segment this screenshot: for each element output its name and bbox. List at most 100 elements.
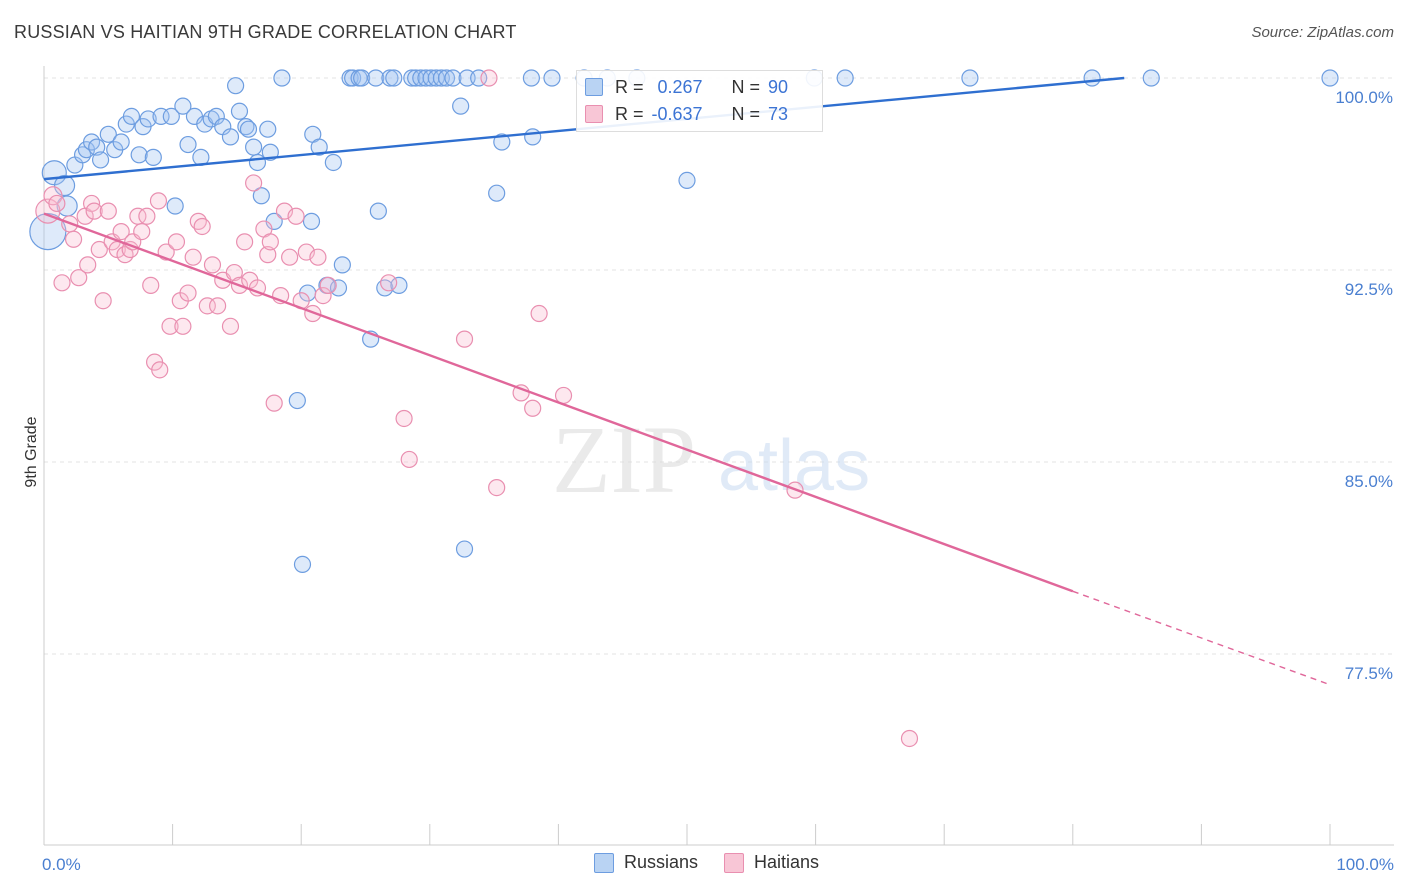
haitians-point — [112, 223, 130, 241]
russians-point — [179, 135, 197, 154]
russians-point — [99, 125, 117, 143]
haitians-point — [161, 317, 179, 335]
russians-point — [390, 276, 408, 294]
russians-point — [381, 69, 399, 87]
russians-point — [543, 69, 561, 87]
haitians-point — [236, 233, 254, 251]
haitians-point — [524, 399, 542, 417]
haitians-point — [281, 248, 299, 266]
haitians-point — [221, 317, 240, 335]
russians-point — [245, 138, 263, 156]
legend-item-russians[interactable]: Russians — [594, 852, 698, 873]
russians-point — [493, 133, 511, 151]
haitians-point — [455, 330, 474, 348]
russians-point — [230, 102, 249, 120]
y-tick-label: 77.5% — [1345, 664, 1393, 683]
haitians-point — [167, 233, 186, 251]
haitians-point — [179, 284, 197, 302]
haitians-point — [225, 263, 243, 282]
y-tick-label: 100.0% — [1335, 88, 1393, 107]
y-tick-label: 85.0% — [1345, 472, 1393, 491]
russians-point — [488, 184, 506, 202]
legend-item-haitians[interactable]: Haitians — [724, 852, 819, 873]
haitians-point — [309, 248, 327, 266]
haitians-point — [261, 233, 279, 251]
russians-point — [310, 138, 328, 156]
watermark-atlas: atlas — [718, 426, 870, 506]
r-label: R = — [615, 76, 644, 97]
haitians-point — [203, 256, 222, 274]
haitians-point — [90, 240, 108, 259]
russians-point — [836, 69, 854, 87]
russians-point — [227, 77, 245, 95]
russians-point — [259, 120, 277, 138]
watermark: ZIP atlas — [552, 406, 870, 513]
russians-point — [324, 153, 342, 172]
haitians-point — [193, 217, 211, 236]
russians-point — [329, 279, 348, 297]
watermark-zip: ZIP — [552, 406, 696, 513]
russians-point — [252, 187, 270, 205]
russians-point — [237, 118, 255, 136]
haitians-point — [259, 246, 277, 264]
russians-point — [522, 69, 540, 87]
correlation-legend: R = 0.267 N = 90 R = -0.637 N = 73 — [576, 70, 823, 132]
haitians-legend-swatch — [724, 852, 745, 873]
russians-point — [174, 97, 192, 115]
russians-point — [1083, 69, 1101, 87]
haitians-point — [85, 202, 103, 220]
russians-point — [369, 202, 387, 220]
russians-point — [88, 138, 106, 156]
haitians-point — [149, 192, 168, 210]
source-label: Source: ZipAtlas.com — [1251, 24, 1394, 41]
haitians-point — [142, 276, 160, 294]
haitians-n-value: 73 — [768, 103, 789, 124]
russians-point — [122, 107, 141, 126]
haitians-point — [116, 246, 134, 264]
russians-point — [403, 69, 421, 87]
n-label: N = — [731, 103, 761, 124]
russians-point — [1142, 69, 1160, 87]
grid-lines — [44, 77, 1394, 655]
haitians-point — [48, 194, 66, 213]
r-label: R = — [615, 103, 644, 124]
haitians-point — [480, 69, 498, 87]
russians-point — [261, 143, 279, 161]
haitians-point — [488, 479, 506, 497]
n-label: N = — [731, 76, 761, 97]
russians-legend-label: Russians — [624, 852, 699, 872]
haitians-trend-extension — [1072, 590, 1331, 686]
haitians-point — [174, 317, 192, 335]
russians-point — [452, 97, 470, 115]
russians-point — [139, 110, 157, 128]
russians-point — [82, 133, 101, 151]
haitians-point — [314, 287, 332, 305]
haitians-point — [900, 729, 919, 748]
haitians-point — [245, 174, 263, 192]
x-tick-label-right: 100.0% — [1336, 855, 1394, 874]
russians-point — [1321, 69, 1339, 87]
russians-point — [444, 69, 462, 87]
russians-point — [288, 391, 306, 410]
series-legend: Russians Haitians — [594, 852, 845, 873]
russians-point — [248, 153, 267, 172]
y-tick-label: 92.5% — [1345, 280, 1393, 299]
russians-point — [961, 69, 979, 87]
data-points — [29, 69, 1339, 748]
haitians-point — [319, 276, 337, 294]
haitians-point — [79, 256, 97, 274]
russians-point — [144, 148, 162, 166]
russians-point — [239, 120, 258, 138]
haitians-point — [133, 223, 151, 241]
legend-row-haitians: R = -0.637 N = 73 — [585, 102, 788, 126]
russians-point — [455, 540, 474, 558]
haitians-point — [530, 304, 548, 323]
haitians-point — [138, 207, 156, 225]
haitians-legend-label: Haitians — [754, 852, 820, 872]
haitians-point — [184, 248, 202, 266]
haitians-point — [395, 409, 413, 428]
haitians-point — [151, 361, 169, 379]
russians-point — [221, 128, 240, 146]
russians-point — [112, 133, 130, 151]
